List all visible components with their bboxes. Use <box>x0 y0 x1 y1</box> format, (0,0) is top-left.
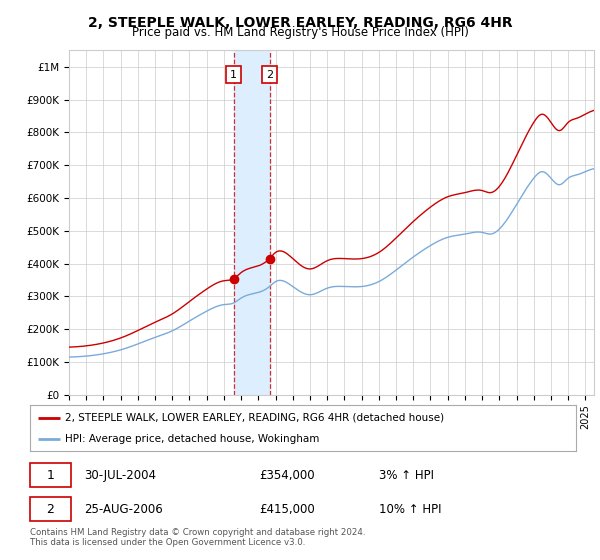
Text: 25-AUG-2006: 25-AUG-2006 <box>85 502 163 516</box>
Text: 30-JUL-2004: 30-JUL-2004 <box>85 469 157 482</box>
Text: 3% ↑ HPI: 3% ↑ HPI <box>379 469 434 482</box>
FancyBboxPatch shape <box>30 497 71 521</box>
Text: Price paid vs. HM Land Registry's House Price Index (HPI): Price paid vs. HM Land Registry's House … <box>131 26 469 39</box>
FancyBboxPatch shape <box>30 464 71 487</box>
Text: 2, STEEPLE WALK, LOWER EARLEY, READING, RG6 4HR (detached house): 2, STEEPLE WALK, LOWER EARLEY, READING, … <box>65 413 445 423</box>
Text: 2: 2 <box>47 502 55 516</box>
Text: 2: 2 <box>266 69 273 80</box>
Text: HPI: Average price, detached house, Wokingham: HPI: Average price, detached house, Woki… <box>65 435 320 444</box>
Text: 2, STEEPLE WALK, LOWER EARLEY, READING, RG6 4HR: 2, STEEPLE WALK, LOWER EARLEY, READING, … <box>88 16 512 30</box>
Bar <box>234 50 269 395</box>
Text: £354,000: £354,000 <box>259 469 315 482</box>
Text: 10% ↑ HPI: 10% ↑ HPI <box>379 502 442 516</box>
Text: 1: 1 <box>230 69 237 80</box>
Text: Contains HM Land Registry data © Crown copyright and database right 2024.
This d: Contains HM Land Registry data © Crown c… <box>30 528 365 548</box>
Text: £415,000: £415,000 <box>259 502 315 516</box>
Text: 1: 1 <box>47 469 55 482</box>
